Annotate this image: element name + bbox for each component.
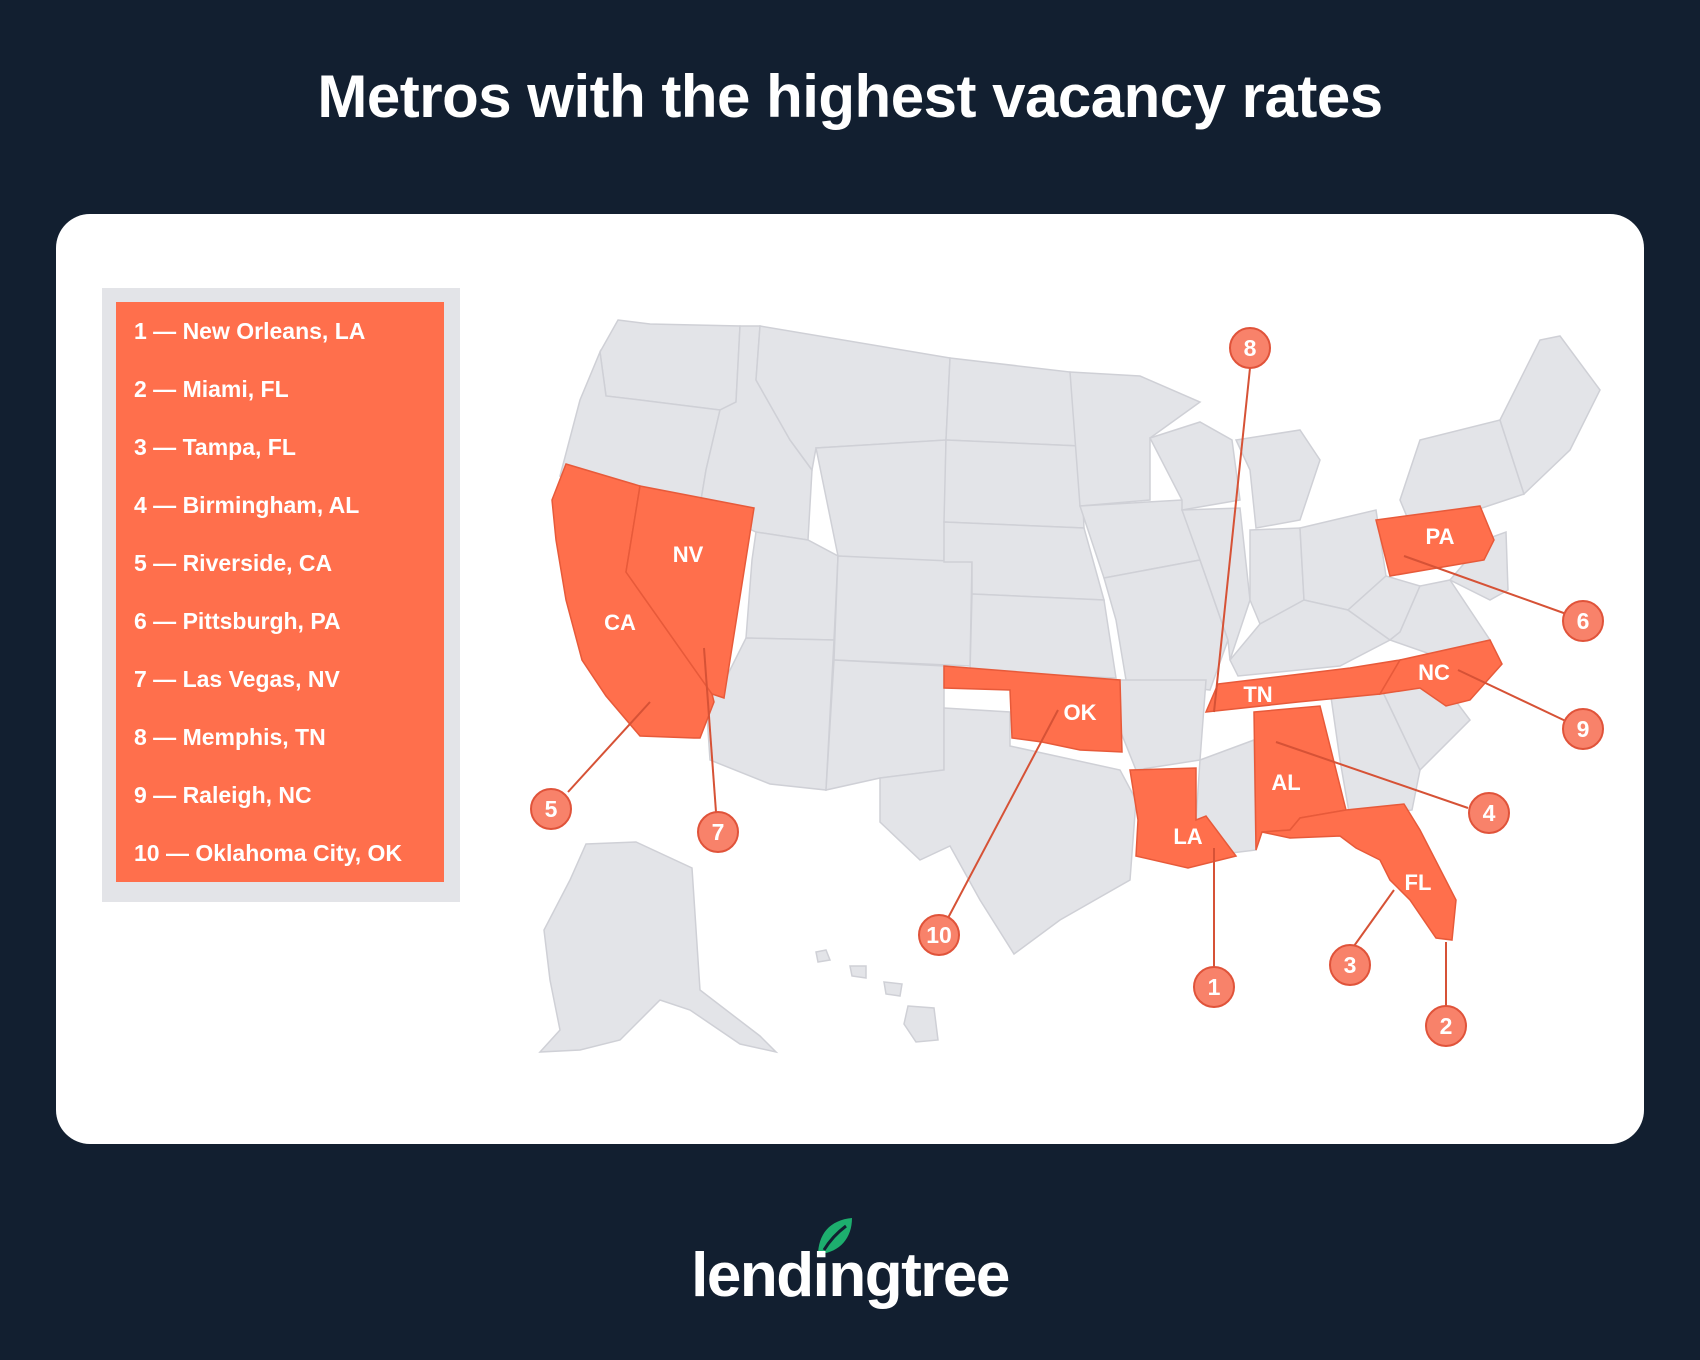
marker-9: 9 bbox=[1562, 708, 1604, 750]
leader-line-4 bbox=[1275, 741, 1469, 809]
state-wi bbox=[1148, 421, 1241, 511]
marker-3: 3 bbox=[1329, 944, 1371, 986]
state-ne-states bbox=[1499, 335, 1601, 496]
marker-5-label: 5 bbox=[545, 796, 558, 822]
leader-line-10 bbox=[947, 709, 1059, 919]
state-sd bbox=[943, 439, 1085, 529]
us-map: CA NV OK TN NC PA AL LA FL 1 2 3 bbox=[530, 319, 1604, 1054]
marker-8: 8 bbox=[1229, 327, 1271, 369]
leaf-icon bbox=[818, 1218, 852, 1256]
state-labels: CA NV OK TN NC PA AL LA FL bbox=[604, 524, 1454, 895]
state-ak bbox=[538, 841, 779, 1054]
marker-10-label: 10 bbox=[926, 922, 952, 948]
marker-3-label: 3 bbox=[1344, 952, 1357, 978]
markers: 1 2 3 4 5 6 7 8 9 10 bbox=[530, 327, 1604, 1047]
state-pa bbox=[1375, 505, 1495, 577]
leader-line-6 bbox=[1403, 555, 1573, 617]
state-label-la: LA bbox=[1173, 824, 1202, 849]
lendingtree-logo: lendingtree bbox=[691, 1241, 1010, 1310]
marker-8-label: 8 bbox=[1244, 335, 1257, 361]
page-title: Metros with the highest vacancy rates bbox=[317, 63, 1383, 130]
state-label-ca: CA bbox=[604, 610, 636, 635]
state-label-nc: NC bbox=[1418, 660, 1450, 685]
state-tx bbox=[879, 707, 1137, 956]
marker-9-label: 9 bbox=[1577, 716, 1590, 742]
state-nv bbox=[625, 485, 755, 699]
legend-item: 4 — Birmingham, AL bbox=[116, 476, 444, 534]
marker-2: 2 bbox=[1425, 1005, 1467, 1047]
state-hi-1 bbox=[815, 949, 832, 963]
legend-item: 10 — Oklahoma City, OK bbox=[116, 824, 444, 882]
state-ar bbox=[1119, 679, 1207, 771]
state-co bbox=[833, 555, 973, 667]
marker-1-label: 1 bbox=[1208, 974, 1221, 1000]
marker-1: 1 bbox=[1193, 966, 1235, 1008]
state-nm bbox=[825, 659, 945, 791]
marker-4: 4 bbox=[1468, 792, 1510, 834]
state-wy bbox=[815, 439, 947, 563]
marker-5: 5 bbox=[530, 788, 572, 830]
base-states bbox=[538, 319, 1601, 1054]
state-label-ok: OK bbox=[1064, 700, 1097, 725]
state-ks bbox=[969, 593, 1117, 679]
marker-7-label: 7 bbox=[712, 819, 725, 845]
state-mi bbox=[1234, 429, 1321, 529]
state-la bbox=[1129, 767, 1238, 869]
leader-line-8 bbox=[1213, 367, 1251, 713]
leader-line-3 bbox=[1353, 889, 1395, 947]
leader-line-7 bbox=[703, 647, 717, 813]
state-label-al: AL bbox=[1271, 770, 1300, 795]
state-hi-2 bbox=[849, 965, 867, 979]
marker-10: 10 bbox=[918, 914, 960, 956]
marker-4-label: 4 bbox=[1483, 800, 1496, 826]
ranking-legend: 1 — New Orleans, LA 2 — Miami, FL 3 — Ta… bbox=[102, 288, 460, 902]
marker-7: 7 bbox=[697, 811, 739, 853]
state-label-pa: PA bbox=[1426, 524, 1455, 549]
legend-item: 3 — Tampa, FL bbox=[116, 418, 444, 476]
legend-item: 6 — Pittsburgh, PA bbox=[116, 592, 444, 650]
state-hi-3 bbox=[883, 981, 903, 997]
map-card: 1 — New Orleans, LA 2 — Miami, FL 3 — Ta… bbox=[56, 214, 1644, 1144]
state-md-nj bbox=[1448, 530, 1509, 601]
legend-item: 2 — Miami, FL bbox=[116, 360, 444, 418]
legend-item: 5 — Riverside, CA bbox=[116, 534, 444, 592]
leader-line-5 bbox=[567, 701, 651, 793]
state-fl bbox=[1261, 803, 1457, 941]
legend-item: 1 — New Orleans, LA bbox=[116, 302, 444, 360]
legend-item: 7 — Las Vegas, NV bbox=[116, 650, 444, 708]
state-nc bbox=[1378, 639, 1503, 707]
state-hi-4 bbox=[903, 1005, 939, 1043]
legend-item: 8 — Memphis, TN bbox=[116, 708, 444, 766]
leader-lines bbox=[567, 367, 1573, 1006]
state-nd bbox=[945, 357, 1081, 447]
leader-line-9 bbox=[1457, 669, 1573, 725]
state-label-nv: NV bbox=[673, 542, 704, 567]
state-wa bbox=[599, 319, 741, 411]
marker-6-label: 6 bbox=[1577, 608, 1590, 634]
marker-2-label: 2 bbox=[1440, 1013, 1453, 1039]
state-label-tn: TN bbox=[1243, 682, 1272, 707]
state-ut bbox=[745, 531, 839, 641]
legend-item: 9 — Raleigh, NC bbox=[116, 766, 444, 824]
state-label-fl: FL bbox=[1405, 870, 1432, 895]
marker-6: 6 bbox=[1562, 600, 1604, 642]
highlighted-states bbox=[551, 463, 1503, 941]
